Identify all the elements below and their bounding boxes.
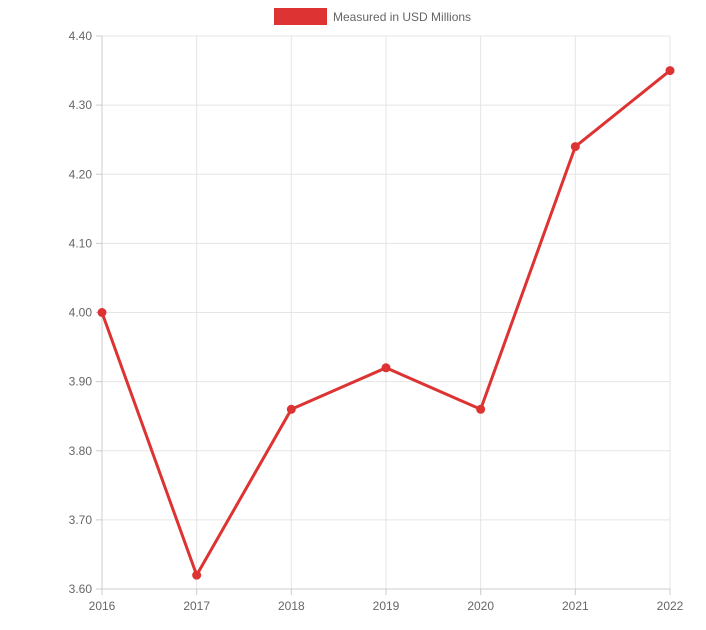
y-tick-label: 4.40	[69, 29, 93, 43]
data-point[interactable]	[97, 308, 107, 317]
data-point[interactable]	[192, 570, 202, 580]
x-tick-label: 2016	[89, 599, 116, 613]
legend[interactable]: Measured in USD Millions	[274, 8, 471, 25]
y-tick-label: 3.80	[69, 444, 93, 458]
legend-swatch	[274, 8, 327, 25]
data-point[interactable]	[381, 363, 391, 373]
x-axis-ticks: 2016 2017 2018 2019 2020 2021 2022	[89, 599, 684, 613]
y-tick-label: 4.30	[69, 98, 93, 112]
y-tick-label: 3.60	[69, 582, 93, 596]
legend-label: Measured in USD Millions	[333, 10, 471, 24]
series-layer	[97, 66, 675, 580]
grid	[96, 35, 671, 595]
data-point[interactable]	[665, 66, 675, 76]
data-point[interactable]	[476, 404, 486, 414]
y-axis-ticks: 3.60 3.70 3.80 3.90 4.00 4.10 4.20 4.30 4.40	[69, 29, 93, 596]
data-point[interactable]	[570, 142, 580, 152]
y-tick-label: 4.10	[69, 236, 93, 250]
y-tick-label: 3.90	[69, 375, 93, 389]
x-tick-label: 2017	[183, 599, 210, 613]
y-tick-label: 4.20	[69, 167, 93, 181]
x-tick-label: 2020	[467, 599, 494, 613]
x-tick-label: 2019	[373, 599, 400, 613]
y-tick-label: 3.70	[69, 513, 93, 527]
x-tick-label: 2022	[657, 599, 684, 613]
x-tick-label: 2021	[562, 599, 589, 613]
y-tick-label: 4.00	[69, 306, 93, 320]
x-tick-label: 2018	[278, 599, 305, 613]
data-point[interactable]	[286, 404, 296, 414]
